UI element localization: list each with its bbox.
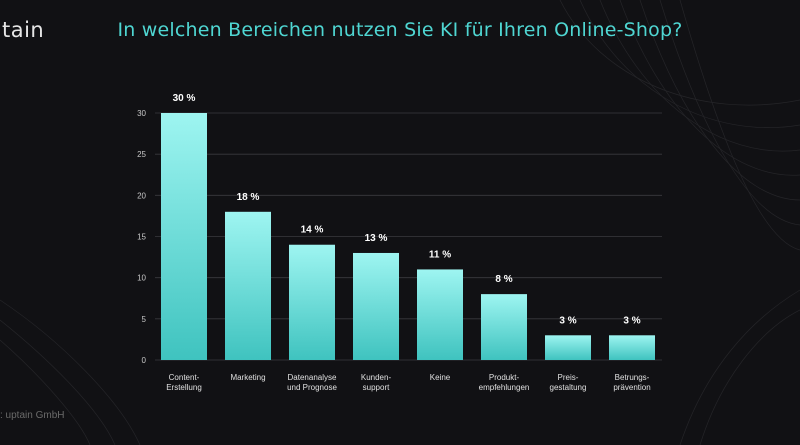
bar-value-label: 3 % (623, 315, 640, 326)
y-axis-ticks: 0 5 10 15 20 25 30 (137, 109, 146, 365)
y-tick-label: 5 (142, 315, 147, 324)
y-tick-label: 10 (137, 274, 146, 283)
y-tick-label: 30 (137, 109, 146, 118)
bar (417, 269, 463, 360)
category-label: Preis-gestaltung (550, 373, 587, 392)
bar-value-label: 14 % (301, 225, 324, 236)
y-tick-label: 20 (137, 191, 146, 200)
bar-value-label: 3 % (559, 315, 576, 326)
category-label: Content-Erstellung (166, 373, 202, 392)
y-tick-label: 25 (137, 150, 146, 159)
category-label: Betrungs-prävention (613, 373, 650, 392)
bar-value-label: 30 % (173, 93, 196, 104)
brand-logo: tain (2, 18, 45, 42)
bar (161, 113, 207, 360)
data-labels: 30 % 18 % 14 % 13 % 11 % 8 % 3 % 3 % (173, 93, 641, 326)
chart-title: In welchen Bereichen nutzen Sie KI für I… (117, 19, 683, 41)
category-label: Kunden-support (361, 373, 392, 392)
category-label: Datenanalyse und Prognose (287, 373, 337, 392)
bar (353, 252, 399, 360)
bar (545, 335, 591, 360)
y-tick-label: 15 (137, 233, 146, 242)
category-label: Keine (430, 373, 451, 382)
bar (609, 335, 655, 360)
bar (289, 244, 335, 360)
bar-value-label: 8 % (495, 274, 512, 285)
bar-value-label: 18 % (237, 192, 260, 203)
source-note: : uptain GmbH (0, 410, 65, 421)
bar (225, 211, 271, 360)
bar-value-label: 11 % (429, 249, 451, 260)
bar-value-label: 13 % (365, 233, 388, 244)
bars (161, 113, 655, 360)
category-label: Marketing (230, 373, 265, 382)
category-label: Produkt-empfehlungen (479, 373, 530, 392)
y-tick-label: 0 (142, 356, 147, 365)
bar (481, 294, 527, 360)
category-labels: Content-Erstellung Marketing Datenanalyse u… (166, 373, 650, 392)
